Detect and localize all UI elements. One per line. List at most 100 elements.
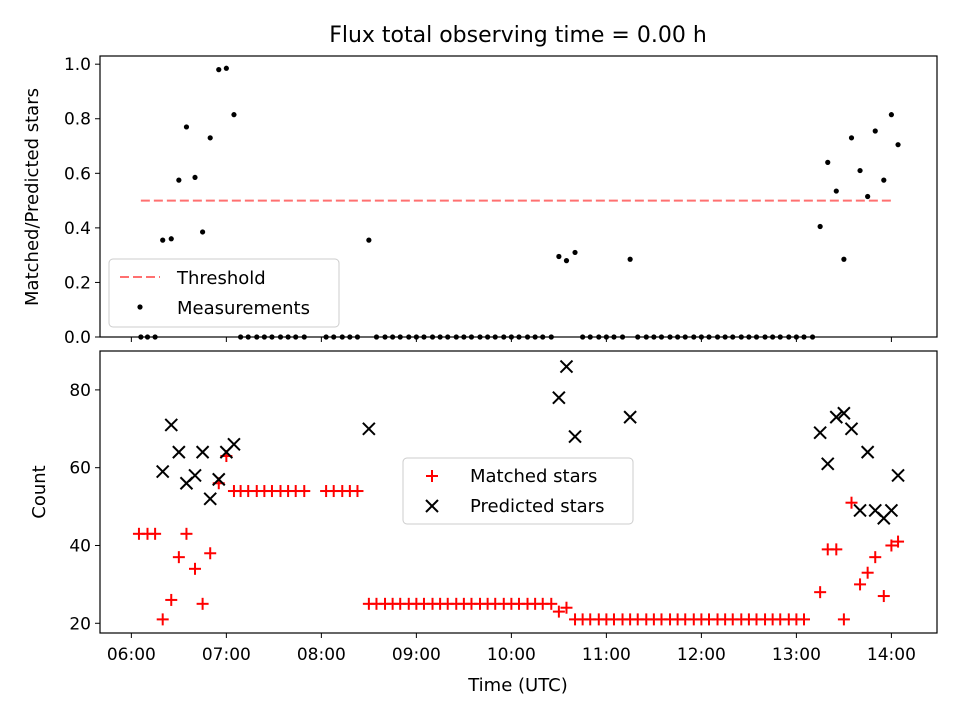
matched-star-point — [196, 597, 209, 610]
measurement-point — [168, 236, 174, 242]
matched-star-point — [830, 543, 843, 556]
measurement-point — [817, 223, 823, 230]
matched-star-point — [877, 590, 890, 603]
matched-star-point — [189, 562, 202, 575]
predicted-star-point — [884, 503, 899, 518]
predicted-star-point — [195, 445, 210, 459]
matched-star-point — [837, 613, 850, 626]
measurement-point — [563, 258, 570, 264]
measurement-point — [223, 65, 229, 71]
bottom-y-axis-label: Count — [29, 465, 50, 518]
predicted-star-point — [559, 359, 574, 374]
legend-predicted-swatch — [425, 499, 439, 513]
measurement-point — [160, 237, 166, 243]
matched-star-point — [545, 597, 558, 610]
measurement-point — [207, 135, 213, 141]
legend-measurements-label: Measurements — [177, 298, 310, 319]
x-tick-label: 06:00 — [107, 645, 156, 665]
measurement-point — [895, 142, 901, 148]
matched-star-point — [885, 539, 898, 552]
predicted-star-point — [813, 425, 827, 440]
matched-star-point — [861, 566, 874, 579]
measurement-point — [572, 249, 578, 256]
bottom-axes-frame — [99, 350, 938, 634]
x-tick-label: 12:00 — [677, 645, 726, 665]
predicted-star-point — [623, 410, 637, 424]
matched-star-point — [869, 551, 882, 564]
bottom-y-tick-label: 60 — [69, 459, 91, 479]
predicted-star-point — [853, 503, 867, 518]
measurement-point — [183, 124, 190, 130]
legend-matched-label: Matched stars — [470, 466, 597, 487]
predicted-star-point — [227, 437, 241, 452]
x-tick-label: 07:00 — [202, 645, 251, 665]
matched-star-point — [814, 586, 827, 599]
measurement-point — [192, 174, 198, 181]
matched-star-point — [892, 535, 905, 548]
measurement-point — [627, 256, 633, 262]
x-axis-label: Time (UTC) — [467, 675, 568, 696]
top-axes-frame — [99, 55, 938, 338]
measurement-point — [833, 188, 839, 194]
bottom-y-tick-label: 20 — [69, 614, 91, 634]
count-panel: 06:00 07:00 08:00 09:00 10:00 11:00 12:00 13:00… — [29, 350, 938, 696]
predicted-star-point — [837, 406, 851, 420]
bottom-y-tick-label: 40 — [69, 536, 91, 556]
legend-predicted-label: Predicted stars — [470, 496, 604, 517]
predicted-star-point — [203, 492, 217, 506]
predicted-star-point — [212, 472, 226, 487]
measurement-point — [841, 256, 847, 262]
matched-star-point — [351, 485, 364, 498]
top-legend: Threshold Measurements — [108, 258, 340, 328]
bottom-y-tick-label: 80 — [69, 381, 91, 401]
measurement-point — [366, 237, 372, 243]
matched-star-point — [204, 547, 217, 560]
matched-star-point — [797, 613, 810, 626]
predicted-star-point — [821, 457, 835, 471]
predicted-star-point — [188, 468, 202, 483]
ratio-panel: Flux total observing time = 0.00 h 0.0 0.… — [22, 23, 938, 348]
measurement-point — [881, 177, 887, 183]
legend-threshold-label: Threshold — [176, 268, 266, 289]
matched-star-point — [156, 613, 169, 626]
matched-star-point — [560, 601, 573, 614]
chart-title: Flux total observing time = 0.00 h — [329, 23, 707, 48]
legend-measurements-swatch — [137, 304, 143, 310]
top-y-tick-label: 0.0 — [64, 328, 91, 348]
measurement-point — [848, 135, 855, 141]
top-y-tick-label: 0.8 — [64, 110, 91, 130]
matched-star-point — [845, 496, 858, 509]
measurement-point — [888, 112, 894, 118]
top-y-axis-label: Matched/Predicted stars — [22, 88, 43, 306]
legend-matched-swatch — [426, 470, 438, 482]
top-y-tick-label: 0.4 — [64, 219, 91, 239]
measurement-point — [825, 159, 831, 165]
measurement-point — [872, 128, 878, 134]
x-tick-label: 08:00 — [297, 645, 346, 665]
measurement-point — [556, 253, 562, 260]
predicted-star-point — [844, 422, 859, 436]
measurement-point — [176, 177, 182, 183]
x-tick-label: 14:00 — [867, 645, 916, 665]
measurement-point — [231, 112, 237, 118]
matched-star-point — [165, 593, 178, 606]
matched-star-point — [854, 578, 867, 591]
predicted-star-point — [568, 429, 582, 444]
x-tick-label: 10:00 — [487, 645, 536, 665]
predicted-star-point — [552, 390, 566, 405]
matched-star-point — [172, 551, 185, 564]
x-tick-label: 09:00 — [392, 645, 441, 665]
bottom-legend: Matched stars Predicted stars — [402, 457, 634, 525]
top-y-tick-label: 1.0 — [64, 55, 91, 75]
matched-star-point — [180, 527, 193, 540]
predicted-star-point — [362, 422, 376, 436]
matched-star-point — [298, 485, 311, 498]
matched-star-point — [149, 527, 162, 540]
measurement-point — [216, 67, 222, 73]
predicted-star-point — [860, 445, 875, 459]
predicted-star-point — [891, 468, 905, 483]
predicted-star-point — [829, 410, 844, 424]
x-tick-label: 11:00 — [582, 645, 631, 665]
matched-star-point — [552, 605, 565, 618]
